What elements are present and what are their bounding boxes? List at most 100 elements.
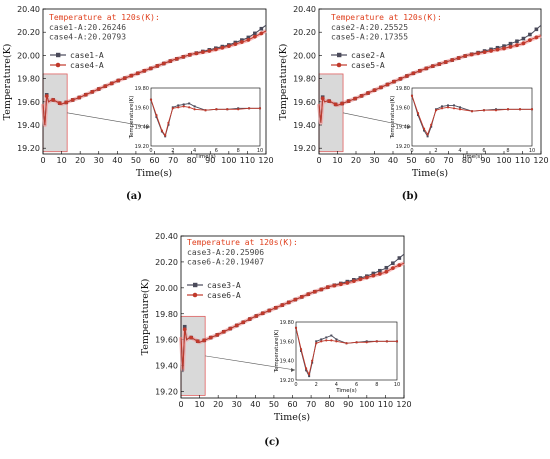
data-point <box>332 283 337 288</box>
data-point <box>430 64 435 69</box>
inset-x-tick-label: 4 <box>335 382 338 388</box>
annotation-line: case4-A:20.20793 <box>49 33 126 42</box>
x-tick-label: 50 <box>131 156 141 165</box>
x-tick-label: 10 <box>56 156 66 165</box>
inset-data-point <box>258 107 262 110</box>
data-point <box>534 35 539 40</box>
x-axis-label: Time(s) <box>136 168 172 179</box>
data-point <box>122 76 127 81</box>
y-tick-label: 19.60 <box>293 98 316 107</box>
inset-y-tick-label: 19.60 <box>396 105 410 111</box>
inset-data-point <box>215 108 218 111</box>
inset-data-point <box>416 112 420 115</box>
inset-data-point <box>430 123 433 126</box>
data-point <box>233 42 238 46</box>
x-tick-label: 20 <box>75 156 85 165</box>
data-point <box>273 305 278 310</box>
y-tick-label: 19.80 <box>155 310 178 319</box>
data-point <box>379 85 383 90</box>
inset-data-point <box>452 107 456 110</box>
data-point <box>515 43 519 48</box>
inset-data-point <box>155 113 158 117</box>
inset-x-tick-label: 8 <box>237 148 240 154</box>
x-tick-label: 90 <box>205 156 215 165</box>
data-point <box>280 303 285 307</box>
data-point <box>254 314 259 318</box>
data-point <box>189 335 194 340</box>
chart-panel-2: 0 10 20 30 40 50 60 70 80 90 100 110 12019.2019.4019… <box>278 5 549 202</box>
x-tick-label: 90 <box>343 400 353 409</box>
inset-x-tick-label: 2 <box>434 148 437 154</box>
data-point <box>241 320 246 325</box>
y-tick-label: 19.60 <box>17 98 40 107</box>
inset-data-point <box>446 106 450 109</box>
inset-data-point <box>395 340 399 343</box>
inset-data-point <box>459 106 461 109</box>
x-tick-label: 40 <box>250 400 260 409</box>
x-tick-label: 110 <box>240 156 255 165</box>
inset-data-point <box>434 109 438 112</box>
data-point <box>259 26 264 31</box>
data-point <box>502 46 506 51</box>
inset-series-line <box>150 99 260 137</box>
inset-data-point <box>177 104 180 107</box>
inset-frame <box>295 321 398 381</box>
y-tick-label: 20.20 <box>17 28 40 37</box>
data-point <box>353 96 357 101</box>
inset-data-point <box>320 338 323 341</box>
inset-x-axis-label: Time(s) <box>194 154 216 160</box>
inset-data-point <box>430 125 433 128</box>
x-tick-label: 70 <box>306 400 316 409</box>
zoom-arrow-head <box>407 125 411 129</box>
inset-data-point <box>182 103 185 106</box>
inset-data-point <box>237 108 240 111</box>
annotation-line: case5-A:20.17355 <box>331 33 408 42</box>
inset-x-tick-label: 8 <box>375 382 378 388</box>
y-tick-label: 19.20 <box>293 144 316 153</box>
x-tick-label: 60 <box>425 156 435 165</box>
x-tick-label: 100 <box>221 156 236 165</box>
inset-data-point <box>375 340 378 343</box>
data-point <box>228 326 233 331</box>
data-point <box>338 282 343 287</box>
inset-data-point <box>188 106 191 109</box>
chart-panel-1: 0 10 20 30 40 50 60 70 80 90 100 110 12019.2019.4019… <box>2 5 274 202</box>
inset-data-point <box>193 105 196 108</box>
legend-marker <box>193 282 198 288</box>
legend-marker <box>56 52 61 58</box>
zoom-arrow <box>67 112 151 128</box>
data-point <box>463 54 468 58</box>
y-tick-label: 20.40 <box>293 5 316 14</box>
data-point <box>215 332 220 337</box>
data-point <box>371 271 376 276</box>
x-axis-label: Time(s) <box>412 168 448 179</box>
x-tick-label: 30 <box>232 400 242 409</box>
inset-data-point <box>155 116 158 118</box>
inset-data-point <box>305 369 308 372</box>
inset-data-point <box>345 342 348 345</box>
inset-data-point <box>193 108 196 111</box>
data-point <box>182 324 187 329</box>
inset-series-line <box>411 95 532 136</box>
x-tick-label: 30 <box>369 156 379 165</box>
legend-marker <box>337 52 342 58</box>
data-point <box>384 269 389 274</box>
inset-x-axis-label: Time(s) <box>335 388 357 394</box>
inset-x-tick-label: 2 <box>171 148 174 154</box>
inset-data-point <box>325 339 328 342</box>
data-point <box>64 100 69 105</box>
y-tick-label: 20.00 <box>155 284 178 293</box>
inset-y-tick-label: 19.20 <box>280 378 294 384</box>
inset-y-axis-label: Temperature(K) <box>274 330 280 374</box>
inset-data-point <box>311 359 314 362</box>
data-point <box>312 289 317 294</box>
inset-x-tick-label: 10 <box>529 148 535 154</box>
y-tick-label: 19.60 <box>155 336 178 345</box>
annotation-title: Temperature at 120s(K): <box>49 13 160 22</box>
inset-data-point <box>506 108 510 111</box>
annotation-line: case2-A:20.25525 <box>331 23 408 32</box>
x-tick-label: 20 <box>213 400 223 409</box>
inset-data-point <box>300 350 303 352</box>
data-point <box>174 56 179 61</box>
